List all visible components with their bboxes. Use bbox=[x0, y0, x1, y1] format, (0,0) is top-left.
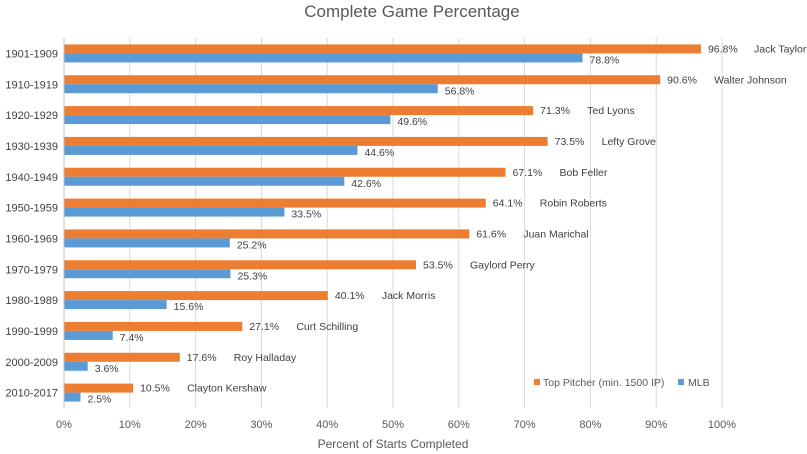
bar-top-pitcher bbox=[64, 75, 661, 85]
pitcher-name-label: Clayton Kershaw bbox=[187, 383, 267, 395]
data-label-top-pitcher: 10.5% bbox=[140, 383, 170, 395]
bar-mlb bbox=[64, 238, 230, 248]
category-label: 1940-1949 bbox=[5, 172, 58, 184]
x-tick-label: 40% bbox=[316, 419, 338, 431]
data-label-top-pitcher: 96.8% bbox=[708, 43, 738, 55]
x-tick-label: 0% bbox=[56, 419, 72, 431]
bar-mlb bbox=[64, 330, 113, 340]
chart-title: Complete Game Percentage bbox=[304, 2, 519, 21]
legend-label-top-pitcher: Top Pitcher (min. 1500 IP) bbox=[543, 377, 664, 389]
data-label-mlb: 15.6% bbox=[174, 301, 204, 313]
category-label: 1970-1979 bbox=[5, 264, 58, 276]
data-label-mlb: 78.8% bbox=[590, 54, 620, 66]
category-label: 2000-2009 bbox=[5, 357, 58, 369]
x-axis-title: Percent of Starts Completed bbox=[318, 437, 469, 451]
bar-mlb bbox=[64, 176, 345, 186]
bars bbox=[64, 44, 701, 402]
category-label: 1950-1959 bbox=[5, 203, 58, 215]
pitcher-name-label: Gaylord Perry bbox=[470, 259, 536, 271]
x-axis-ticks: 0% 10% 20% 30% 40% 50% 60% 70% 80% 90% 100% bbox=[56, 419, 736, 431]
data-label-mlb: 49.6% bbox=[397, 116, 427, 128]
category-label: 1980-1989 bbox=[5, 295, 58, 307]
pitcher-name-label: Juan Marichal bbox=[523, 228, 588, 240]
data-label-top-pitcher: 73.5% bbox=[555, 136, 585, 148]
data-label-top-pitcher: 90.6% bbox=[667, 74, 697, 86]
data-label-top-pitcher: 40.1% bbox=[335, 290, 365, 302]
x-tick-label: 80% bbox=[579, 419, 601, 431]
data-label-top-pitcher: 64.1% bbox=[493, 198, 523, 210]
data-label-mlb: 25.3% bbox=[237, 270, 267, 282]
bar-top-pitcher bbox=[64, 167, 506, 177]
bar-top-pitcher bbox=[64, 106, 534, 116]
x-tick-label: 20% bbox=[185, 419, 207, 431]
data-label-mlb: 7.4% bbox=[120, 332, 144, 344]
data-label-top-pitcher: 71.3% bbox=[540, 105, 570, 117]
data-label-top-pitcher: 53.5% bbox=[423, 259, 453, 271]
y-axis-categories: 1901-1909 1910-1919 1920-1929 1930-1939 1940… bbox=[5, 48, 58, 399]
x-tick-label: 60% bbox=[448, 419, 470, 431]
bar-mlb bbox=[64, 269, 231, 279]
category-label: 1930-1939 bbox=[5, 141, 58, 153]
bar-mlb bbox=[64, 361, 88, 371]
pitcher-name-label: Ted Lyons bbox=[587, 105, 634, 117]
legend: Top Pitcher (min. 1500 IP) MLB bbox=[534, 377, 710, 389]
bar-top-pitcher bbox=[64, 229, 470, 239]
bar-top-pitcher bbox=[64, 321, 243, 331]
x-tick-label: 30% bbox=[250, 419, 272, 431]
data-label-mlb: 33.5% bbox=[291, 209, 321, 221]
bar-top-pitcher bbox=[64, 44, 701, 54]
legend-swatch-top-pitcher bbox=[534, 379, 540, 385]
legend-label-mlb: MLB bbox=[688, 377, 710, 389]
pitcher-name-label: Walter Johnson bbox=[714, 74, 787, 86]
bar-mlb bbox=[64, 207, 285, 217]
category-label: 2010-2017 bbox=[5, 388, 58, 400]
x-tick-label: 10% bbox=[119, 419, 141, 431]
data-label-top-pitcher: 67.1% bbox=[513, 167, 543, 179]
pitcher-name-label: Jack Taylor bbox=[754, 43, 807, 55]
data-label-mlb: 2.5% bbox=[87, 394, 111, 406]
data-label-mlb: 3.6% bbox=[95, 363, 119, 375]
category-label: 1920-1929 bbox=[5, 110, 58, 122]
data-label-top-pitcher: 17.6% bbox=[187, 352, 217, 364]
bar-mlb bbox=[64, 392, 81, 402]
bar-mlb bbox=[64, 145, 358, 155]
data-label-top-pitcher: 61.6% bbox=[476, 228, 506, 240]
category-label: 1901-1909 bbox=[5, 48, 58, 60]
gridlines bbox=[129, 38, 723, 408]
bar-mlb bbox=[64, 115, 391, 125]
pitcher-name-label: Curt Schilling bbox=[296, 321, 358, 333]
bar-mlb bbox=[64, 84, 438, 94]
bar-top-pitcher bbox=[64, 383, 134, 393]
bar-top-pitcher bbox=[64, 291, 328, 301]
data-label-mlb: 44.6% bbox=[364, 147, 394, 159]
bar-top-pitcher bbox=[64, 260, 417, 270]
legend-swatch-mlb bbox=[678, 379, 684, 385]
data-label-mlb: 25.2% bbox=[237, 239, 267, 251]
x-tick-label: 50% bbox=[382, 419, 404, 431]
data-label-top-pitcher: 27.1% bbox=[249, 321, 279, 333]
pitcher-name-label: Jack Morris bbox=[382, 290, 436, 302]
pitcher-name-label: Roy Halladay bbox=[234, 352, 297, 364]
bar-mlb bbox=[64, 300, 167, 310]
bar-top-pitcher bbox=[64, 136, 548, 146]
x-tick-label: 70% bbox=[514, 419, 536, 431]
data-labels: 96.8% 78.8% Jack Taylor 90.6% 56.8% Walter Jo… bbox=[87, 43, 806, 405]
pitcher-name-label: Lefty Grove bbox=[602, 136, 656, 148]
category-label: 1960-1969 bbox=[5, 233, 58, 245]
bar-top-pitcher bbox=[64, 352, 180, 362]
data-label-mlb: 56.8% bbox=[445, 85, 475, 97]
bar-mlb bbox=[64, 53, 583, 63]
pitcher-name-label: Robin Roberts bbox=[540, 198, 607, 210]
pitcher-name-label: Bob Feller bbox=[560, 167, 608, 179]
data-label-mlb: 42.6% bbox=[351, 178, 381, 190]
bar-top-pitcher bbox=[64, 198, 486, 208]
x-tick-label: 90% bbox=[645, 419, 667, 431]
category-label: 1910-1919 bbox=[5, 79, 58, 91]
x-tick-label: 100% bbox=[708, 419, 736, 431]
category-label: 1990-1999 bbox=[5, 326, 58, 338]
